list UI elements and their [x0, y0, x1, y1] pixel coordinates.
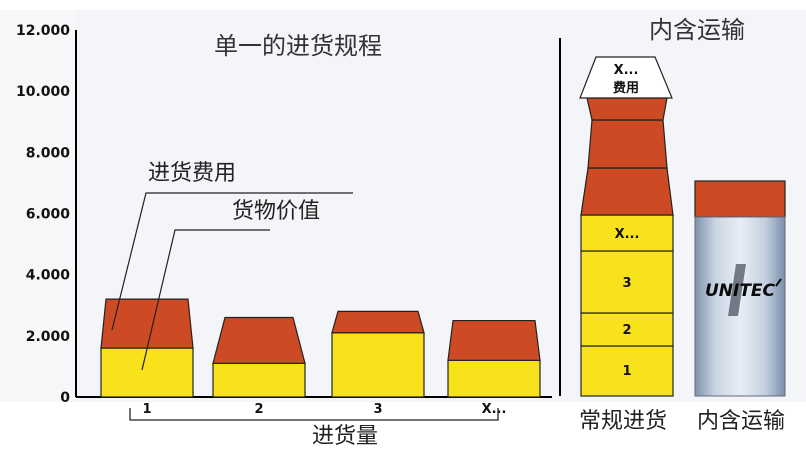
regular-segment-label-x: X... [615, 227, 640, 242]
goods-value-segment [100, 347, 194, 398]
regular-top-cap-sublabel: 费用 [613, 80, 639, 96]
included-stack-label: 内含运输 [697, 409, 785, 434]
y-tick-label: 12.000 [16, 23, 70, 39]
left-bar: X... [447, 319, 541, 417]
regular-segment-label-2: 2 [622, 323, 631, 338]
right-panel-title: 内含运输 [649, 16, 745, 44]
shipping-cost-segment [212, 316, 306, 364]
shipping-cost-segment [100, 298, 194, 349]
shipping-cost-segment [331, 310, 425, 334]
included-shipping-band [694, 180, 786, 218]
goods-value-segment [212, 362, 306, 398]
x-axis-bracket [129, 408, 499, 421]
regular-goods-segment-1 [580, 345, 674, 397]
left-bar: 1 [100, 298, 194, 417]
y-tick-label: 2.000 [26, 329, 71, 345]
y-axis-ticks: 12.000 10.000 8.000 6.000 4.000 2.000 0 [16, 23, 70, 406]
included-stack: UNITEC [694, 180, 786, 397]
regular-stack-label: 常规进货 [579, 409, 667, 434]
x-tick-label: X... [482, 402, 507, 417]
goods-value-label: 货物价值 [232, 199, 320, 224]
left-panel-title: 单一的进货规程 [214, 32, 382, 60]
left-bar: 3 [331, 310, 425, 417]
regular-top-cap [579, 56, 673, 99]
left-bar-group: 1 2 3 X... [100, 298, 541, 417]
regular-shipping-segment-2 [587, 119, 668, 169]
y-tick-label: 6.000 [26, 207, 71, 223]
regular-segment-label-3: 3 [622, 276, 631, 291]
logo-accent-icon [775, 278, 782, 287]
shipping-cost-leader-line [111, 192, 353, 331]
x-axis-label: 进货量 [312, 424, 378, 449]
x-tick-label: 1 [142, 402, 151, 417]
regular-shipping-segment-1 [580, 167, 674, 216]
goods-value-leader-line [141, 229, 270, 371]
regular-top-cap-label: X... [614, 63, 639, 78]
regular-segment-label-1: 1 [622, 364, 631, 379]
chart-background-left [0, 10, 76, 402]
shipping-cost-segment [447, 319, 541, 361]
goods-value-segment [331, 332, 425, 398]
x-tick-label: 2 [254, 402, 263, 417]
logo-slash [728, 264, 746, 316]
y-tick-label: 8.000 [26, 145, 71, 161]
unitec-logo-text: UNITEC [705, 281, 776, 301]
left-bar: 2 [212, 316, 306, 417]
y-tick-label: 10.000 [16, 84, 70, 100]
regular-goods-segment-3 [580, 250, 674, 314]
regular-shipping-segment-3 [586, 97, 668, 121]
regular-stack: 1 2 3 X... X... 费用 [579, 56, 674, 397]
shipping-cost-label: 进货费用 [148, 161, 236, 186]
y-tick-label: 0 [60, 390, 70, 406]
regular-goods-segment-x [580, 214, 674, 252]
y-tick-label: 4.000 [26, 268, 71, 284]
x-tick-label: 3 [373, 402, 382, 417]
goods-value-segment [447, 359, 541, 398]
included-container-body [694, 216, 786, 397]
